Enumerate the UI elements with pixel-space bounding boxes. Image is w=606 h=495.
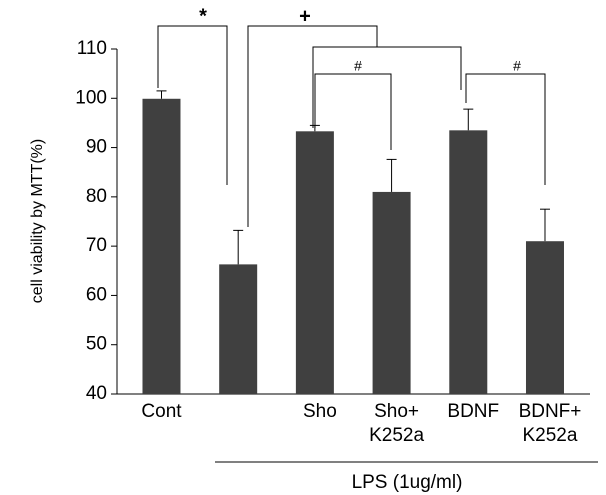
y-tick-label: 110 — [77, 38, 107, 59]
bracket — [314, 73, 392, 150]
bar — [372, 191, 411, 394]
bar — [295, 131, 334, 395]
x-tick-label: Sho — [303, 401, 337, 422]
bracket — [312, 46, 462, 128]
bracket — [465, 73, 546, 185]
x-tick-label: Cont — [141, 401, 182, 422]
bar — [142, 98, 181, 395]
bar — [449, 130, 488, 395]
bracket — [247, 25, 378, 227]
y-tick-label: 50 — [86, 334, 107, 355]
bracket — [157, 25, 228, 185]
y-tick-label: 40 — [86, 383, 107, 404]
bar — [525, 241, 564, 394]
bar — [219, 264, 258, 394]
y-tick-label: 80 — [86, 186, 107, 207]
x-tick-label: BDNF+ K252a — [519, 401, 582, 446]
annotation: + — [299, 5, 311, 27]
x-tick-label: BDNF — [447, 401, 499, 422]
annotation: * — [199, 5, 207, 27]
y-tick-label: 90 — [86, 137, 107, 158]
group-label: LPS (1ug/ml) — [352, 472, 463, 493]
y-tick-label: 70 — [86, 235, 107, 256]
annotation: # — [513, 58, 521, 74]
annotation: # — [354, 58, 362, 74]
y-tick-label: 100 — [75, 87, 107, 108]
x-tick-label: Sho+ K252a — [369, 401, 424, 446]
y-axis-label: cell viability by MTT(%) — [29, 139, 46, 303]
y-tick-label: 60 — [86, 284, 107, 305]
